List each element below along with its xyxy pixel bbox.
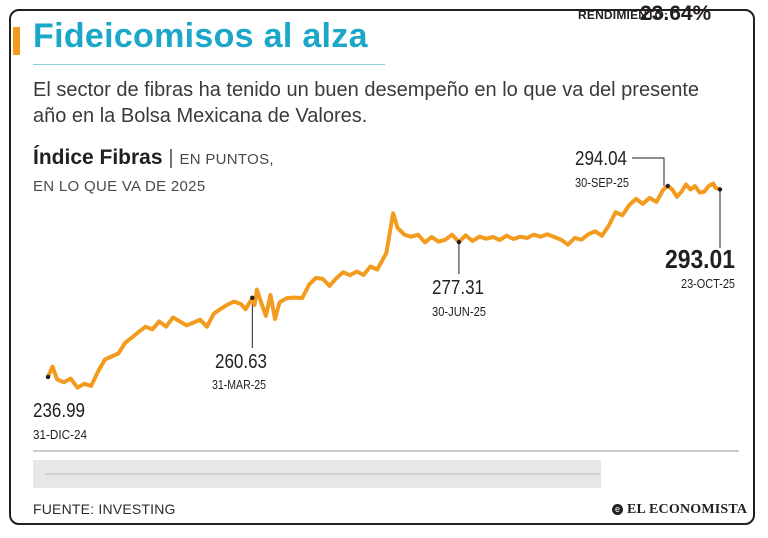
chart-unit: EN PUNTOS, [179, 151, 274, 168]
annotation-marker [456, 239, 462, 245]
performance-groove [45, 473, 600, 475]
title-underline [33, 64, 385, 65]
annotation-marker [250, 295, 255, 301]
annotation-value-label: 236.99 [33, 400, 85, 422]
performance-label: RENDIMIENTO: [578, 8, 669, 22]
page-title: Fideicomisos al alza [33, 17, 368, 55]
annotation-leader [632, 157, 665, 186]
annotation-marker [45, 374, 51, 380]
brand-name: EL ECONOMISTA [627, 502, 748, 517]
performance-bar [33, 460, 739, 488]
annotation-labels: 236.99 31-DIC-24 260.63 31-MAR-25 277.31 30-J… [33, 148, 735, 442]
heading-separator: | [168, 147, 174, 169]
annotation-date-label: 23-OCT-25 [681, 276, 735, 291]
annotation-value-label: 277.31 [432, 277, 484, 299]
infographic-frame [9, 9, 755, 525]
annotation-date-label: 31-DIC-24 [33, 427, 87, 442]
subtitle: El sector de fibras ha tenido un buen de… [33, 79, 700, 127]
annotation-marker [665, 183, 670, 189]
performance-value: 23.64% [640, 2, 712, 25]
title-accent-bar [13, 27, 20, 55]
annotation-date-label: 30-SEP-25 [575, 175, 629, 190]
annotation-value-label: 293.01 [665, 244, 735, 274]
series-line-indice-fibras [46, 181, 722, 390]
performance-panel [601, 460, 739, 488]
brand-logo: e EL ECONOMISTA [612, 500, 747, 518]
annotation-leaders [251, 157, 721, 348]
annotation-value-label: 294.04 [575, 148, 627, 170]
annotation-date-label: 30-JUN-25 [432, 304, 486, 319]
chart-heading: Índice Fibras | EN PUNTOS, [33, 146, 274, 170]
annotation-value-label: 260.63 [215, 351, 267, 373]
chart-title: Índice Fibras [33, 146, 163, 169]
chart-period: EN LO QUE VA DE 2025 [33, 178, 206, 195]
brand-mark-icon: e [612, 504, 623, 515]
annotation-marker [717, 187, 723, 192]
source-note: FUENTE: INVESTING [33, 501, 176, 517]
annotation-date-label: 31-MAR-25 [212, 377, 266, 392]
annotation-markers [45, 183, 723, 380]
